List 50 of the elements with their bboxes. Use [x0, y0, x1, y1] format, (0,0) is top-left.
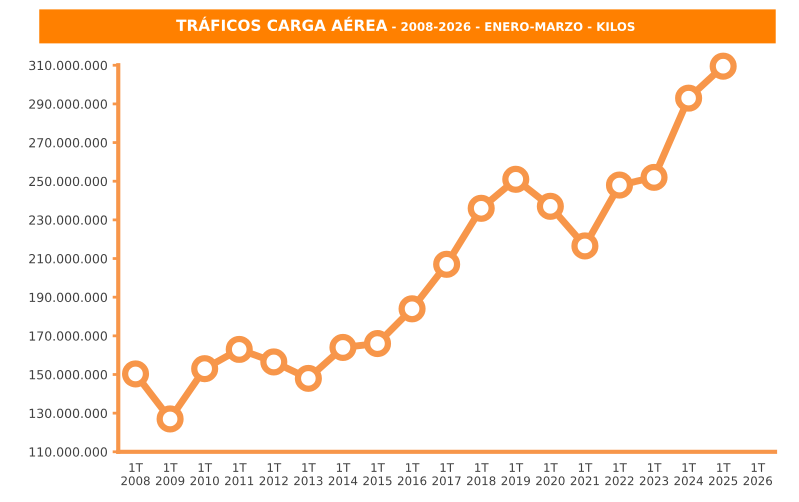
x-tick-label: 1T 2019 — [502, 463, 530, 486]
y-tick-label: 250.000.000 — [29, 176, 108, 186]
point — [710, 52, 737, 80]
x-tick-label: 1T 2026 — [744, 463, 772, 486]
y-tick-label: 110.000.000 — [30, 447, 108, 457]
point — [675, 84, 702, 112]
y-tick-label: 270.000.000 — [29, 138, 108, 148]
point — [294, 364, 322, 392]
x-tick-label: 1T 2021 — [570, 463, 599, 486]
x-tick-label: 1T 2023 — [640, 463, 668, 486]
x-tick-label: 1T 2010 — [190, 463, 219, 486]
x-tick-label: 1T 2009 — [156, 463, 184, 486]
point — [156, 405, 184, 432]
point — [191, 355, 218, 382]
point — [398, 295, 426, 322]
y-tick-label: 230.000.000 — [29, 215, 108, 225]
point — [433, 250, 460, 278]
y-tick-label: 290.000.000 — [29, 99, 108, 109]
y-tick-label: 310.000.000 — [29, 60, 108, 70]
y-tick-label: 150.000.000 — [30, 370, 108, 380]
point — [468, 194, 495, 222]
x-tick-label: 1T 2014 — [328, 463, 358, 486]
point — [329, 334, 356, 361]
point — [364, 330, 392, 358]
chart-title: TRÁFICOS CARGA AÉREA — [176, 16, 388, 32]
point — [640, 164, 668, 191]
y-tick-label: 210.000.000 — [29, 254, 108, 264]
x-tick-label: 1T 2016 — [398, 463, 426, 486]
point — [536, 192, 564, 220]
x-tick-label: 1T 2024 — [674, 463, 703, 486]
x-tick-label: 1T 2025 — [709, 463, 738, 486]
y-tick-label: 130.000.000 — [30, 408, 108, 418]
point — [606, 172, 634, 199]
chart-subtitle: - 2008-2026 - ENERO-MARZO - KILOS — [392, 22, 635, 32]
point — [571, 232, 598, 260]
point — [260, 348, 288, 376]
x-tick-label: 1T 2012 — [260, 463, 288, 486]
x-tick-label: 1T 2020 — [536, 463, 565, 486]
x-tick-label: 1T 2008 — [121, 463, 150, 486]
x-tick-label: 1T 2018 — [467, 463, 496, 486]
point — [122, 360, 150, 388]
x-tick-label: 1T 2013 — [294, 463, 322, 486]
y-tick-label: 190.000.000 — [30, 292, 108, 302]
point — [226, 336, 253, 363]
x-tick-label: 1T 2015 — [363, 463, 392, 486]
x-tick-label: 1T 2017 — [432, 463, 461, 486]
x-tick-label: 1T 2022 — [605, 463, 634, 486]
y-tick-label: 170.000.000 — [30, 331, 108, 341]
point — [502, 166, 530, 193]
x-tick-label: 1T 2011 — [225, 463, 254, 486]
